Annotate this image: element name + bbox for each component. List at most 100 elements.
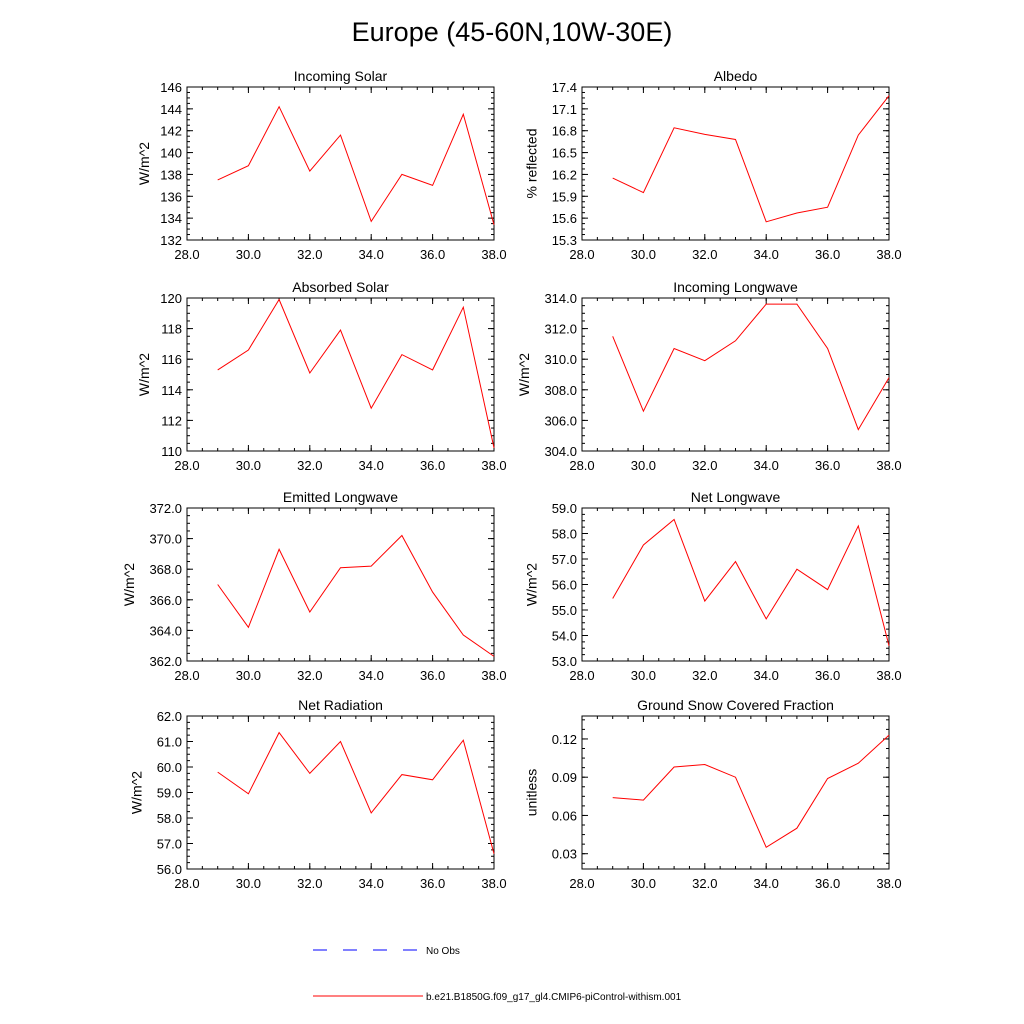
chart-panel: 28.0 30.0 32.0 34.0 36.0 38.0 362.0 364.0 366.0 3… xyxy=(121,489,507,683)
chart-panel: 28.0 30.0 32.0 34.0 36.0 38.0 110 112 114 116 118 1… xyxy=(136,279,507,473)
x-tick-label: 34.0 xyxy=(359,668,384,683)
x-tick-label: 34.0 xyxy=(359,458,384,473)
y-tick-label: 304.0 xyxy=(544,444,577,459)
x-tick-label: 38.0 xyxy=(481,668,506,683)
x-tick-label: 30.0 xyxy=(236,876,261,891)
x-tick-label: 36.0 xyxy=(815,876,840,891)
plot-frame xyxy=(186,86,495,241)
x-tick-label: 32.0 xyxy=(297,876,322,891)
y-axis-label: W/m^2 xyxy=(136,353,152,396)
y-tick-label: 54.0 xyxy=(552,629,577,644)
panel-title: Incoming Longwave xyxy=(673,279,798,295)
y-tick-label: 16.5 xyxy=(552,146,577,161)
panels: 28.0 30.0 32.0 34.0 36.0 38.0 132 134 136 138 140 1… xyxy=(121,68,902,891)
y-tick-label: 56.0 xyxy=(552,578,577,593)
plot-frame xyxy=(186,507,495,662)
y-tick-label: 0.06 xyxy=(552,808,577,823)
y-tick-label: 362.0 xyxy=(149,654,182,669)
x-tick-label: 34.0 xyxy=(359,247,384,262)
y-tick-label: 55.0 xyxy=(552,603,577,618)
x-tick-label: 32.0 xyxy=(692,876,717,891)
panel-title: Albedo xyxy=(714,68,758,84)
y-tick-label: 58.0 xyxy=(552,527,577,542)
series-line xyxy=(612,734,890,849)
y-tick-label: 134 xyxy=(160,211,182,226)
plot-frame xyxy=(581,86,890,241)
x-tick-label: 36.0 xyxy=(420,458,445,473)
plot-frame xyxy=(581,715,890,870)
series-line xyxy=(612,303,890,431)
x-tick-label: 30.0 xyxy=(236,668,261,683)
y-tick-label: 61.0 xyxy=(157,735,182,750)
y-tick-label: 62.0 xyxy=(157,709,182,724)
legend: No Obs b.e21.B1850G.f09_g17_gl4.CMIP6-pi… xyxy=(313,946,682,1003)
chart-panel: 28.0 30.0 32.0 34.0 36.0 38.0 56.0 57.0 58.0 59.0… xyxy=(128,697,506,891)
y-axis-label: W/m^2 xyxy=(121,563,137,606)
x-tick-label: 32.0 xyxy=(692,458,717,473)
y-tick-label: 17.4 xyxy=(552,80,577,95)
x-tick-label: 30.0 xyxy=(631,458,656,473)
y-axis-label: % reflected xyxy=(523,128,539,198)
plot-frame xyxy=(186,715,495,870)
panel-title: Ground Snow Covered Fraction xyxy=(637,697,834,713)
y-tick-label: 118 xyxy=(161,322,182,337)
x-tick-label: 28.0 xyxy=(174,458,199,473)
x-tick-label: 28.0 xyxy=(569,876,594,891)
y-tick-label: 0.12 xyxy=(552,732,577,747)
x-tick-label: 36.0 xyxy=(420,876,445,891)
y-tick-label: 368.0 xyxy=(149,562,182,577)
chart-panel: 28.0 30.0 32.0 34.0 36.0 38.0 132 134 136 138 140 1… xyxy=(136,68,507,262)
y-tick-label: 146 xyxy=(160,80,182,95)
x-tick-label: 38.0 xyxy=(876,876,901,891)
x-tick-label: 30.0 xyxy=(631,668,656,683)
series-line xyxy=(217,105,495,225)
y-axis-label: W/m^2 xyxy=(516,353,532,396)
y-tick-label: 56.0 xyxy=(157,862,182,877)
x-tick-label: 34.0 xyxy=(754,876,779,891)
legend-obs-label: No Obs xyxy=(426,946,460,957)
y-tick-label: 144 xyxy=(160,102,182,117)
plot-frame xyxy=(186,297,495,452)
y-tick-label: 132 xyxy=(160,233,182,248)
y-tick-label: 136 xyxy=(160,189,182,204)
panel-title: Emitted Longwave xyxy=(283,489,398,505)
y-tick-label: 0.03 xyxy=(552,847,577,862)
y-tick-label: 16.2 xyxy=(552,167,577,182)
y-tick-label: 120 xyxy=(160,291,182,306)
x-tick-label: 32.0 xyxy=(297,247,322,262)
y-tick-label: 370.0 xyxy=(149,532,182,547)
x-tick-label: 36.0 xyxy=(815,247,840,262)
y-tick-label: 57.0 xyxy=(552,552,577,567)
x-tick-label: 36.0 xyxy=(815,458,840,473)
x-tick-label: 38.0 xyxy=(876,668,901,683)
y-tick-label: 142 xyxy=(160,124,182,139)
x-tick-label: 30.0 xyxy=(631,247,656,262)
chart-panel: 28.0 30.0 32.0 34.0 36.0 38.0 304.0 306.0 308.0 3… xyxy=(516,279,902,473)
x-tick-label: 28.0 xyxy=(569,247,594,262)
y-tick-label: 60.0 xyxy=(157,760,182,775)
y-tick-label: 372.0 xyxy=(149,501,182,516)
y-axis-label: W/m^2 xyxy=(523,563,539,606)
legend-model-label: b.e21.B1850G.f09_g17_gl4.CMIP6-piControl… xyxy=(426,992,682,1003)
y-tick-label: 57.0 xyxy=(157,837,182,852)
y-tick-label: 112 xyxy=(161,413,182,428)
y-tick-label: 58.0 xyxy=(157,811,182,826)
y-tick-label: 15.9 xyxy=(552,189,577,204)
panel-title: Incoming Solar xyxy=(294,68,388,84)
y-tick-label: 114 xyxy=(161,383,182,398)
series-line xyxy=(612,95,890,223)
x-tick-label: 38.0 xyxy=(481,458,506,473)
x-tick-label: 28.0 xyxy=(569,458,594,473)
y-tick-label: 140 xyxy=(160,146,182,161)
x-tick-label: 28.0 xyxy=(174,247,199,262)
x-tick-label: 38.0 xyxy=(481,247,506,262)
y-tick-label: 308.0 xyxy=(544,383,577,398)
series-line xyxy=(217,298,495,449)
y-tick-label: 138 xyxy=(160,167,182,182)
series-line xyxy=(217,731,495,854)
y-tick-label: 314.0 xyxy=(544,291,577,306)
y-tick-label: 306.0 xyxy=(544,413,577,428)
x-tick-label: 34.0 xyxy=(359,876,384,891)
y-tick-label: 53.0 xyxy=(552,654,577,669)
